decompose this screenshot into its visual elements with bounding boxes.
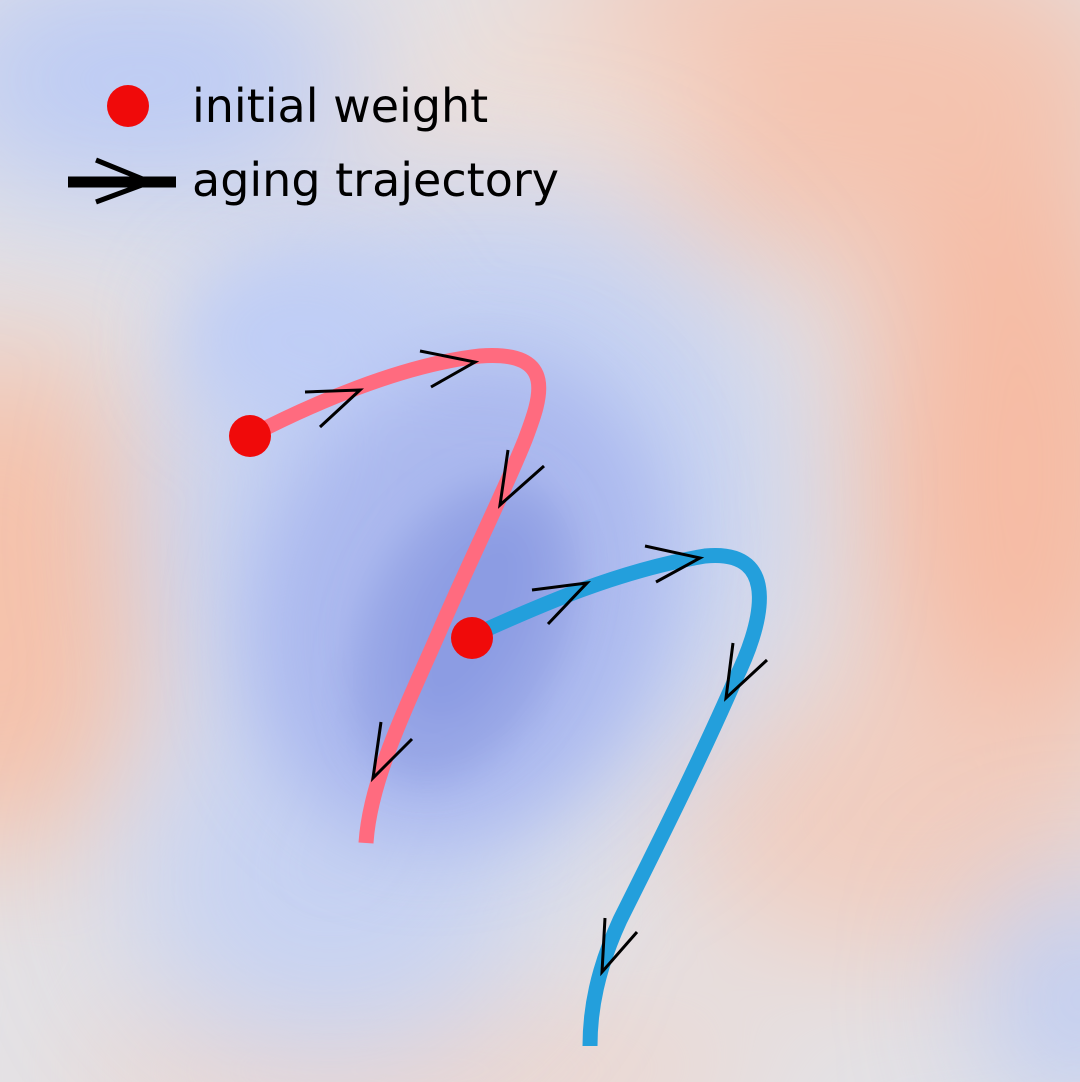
legend-initial-weight-dot: [107, 85, 149, 127]
initial-weight-dot: [451, 617, 493, 659]
legend: initial weight aging trajectory: [68, 79, 559, 207]
legend-initial-weight-label: initial weight: [192, 79, 488, 133]
trajectory-blue-arrow-icon: [644, 544, 705, 584]
trajectory-pink-path: [246, 348, 547, 844]
trajectory-pink-arrow-icon: [497, 449, 545, 509]
trajectory-blue-arrow-icon: [600, 917, 639, 977]
trajectory-pink-arrow-icon: [370, 721, 414, 783]
trajectory-pink-arrow-icon: [304, 388, 364, 429]
trajectory-blue-arrow-icon: [531, 580, 591, 626]
trajectory-blue: [451, 544, 769, 1047]
trajectory-pink-arrow-icon: [419, 349, 480, 389]
legend-arrow-icon: [68, 157, 176, 205]
initial-weight-dot: [229, 415, 271, 457]
legend-aging-trajectory-label: aging trajectory: [192, 153, 559, 207]
trajectory-blue-arrow-icon: [723, 642, 769, 702]
trajectory-blue-path: [468, 548, 767, 1047]
trajectory-pink: [229, 348, 547, 844]
